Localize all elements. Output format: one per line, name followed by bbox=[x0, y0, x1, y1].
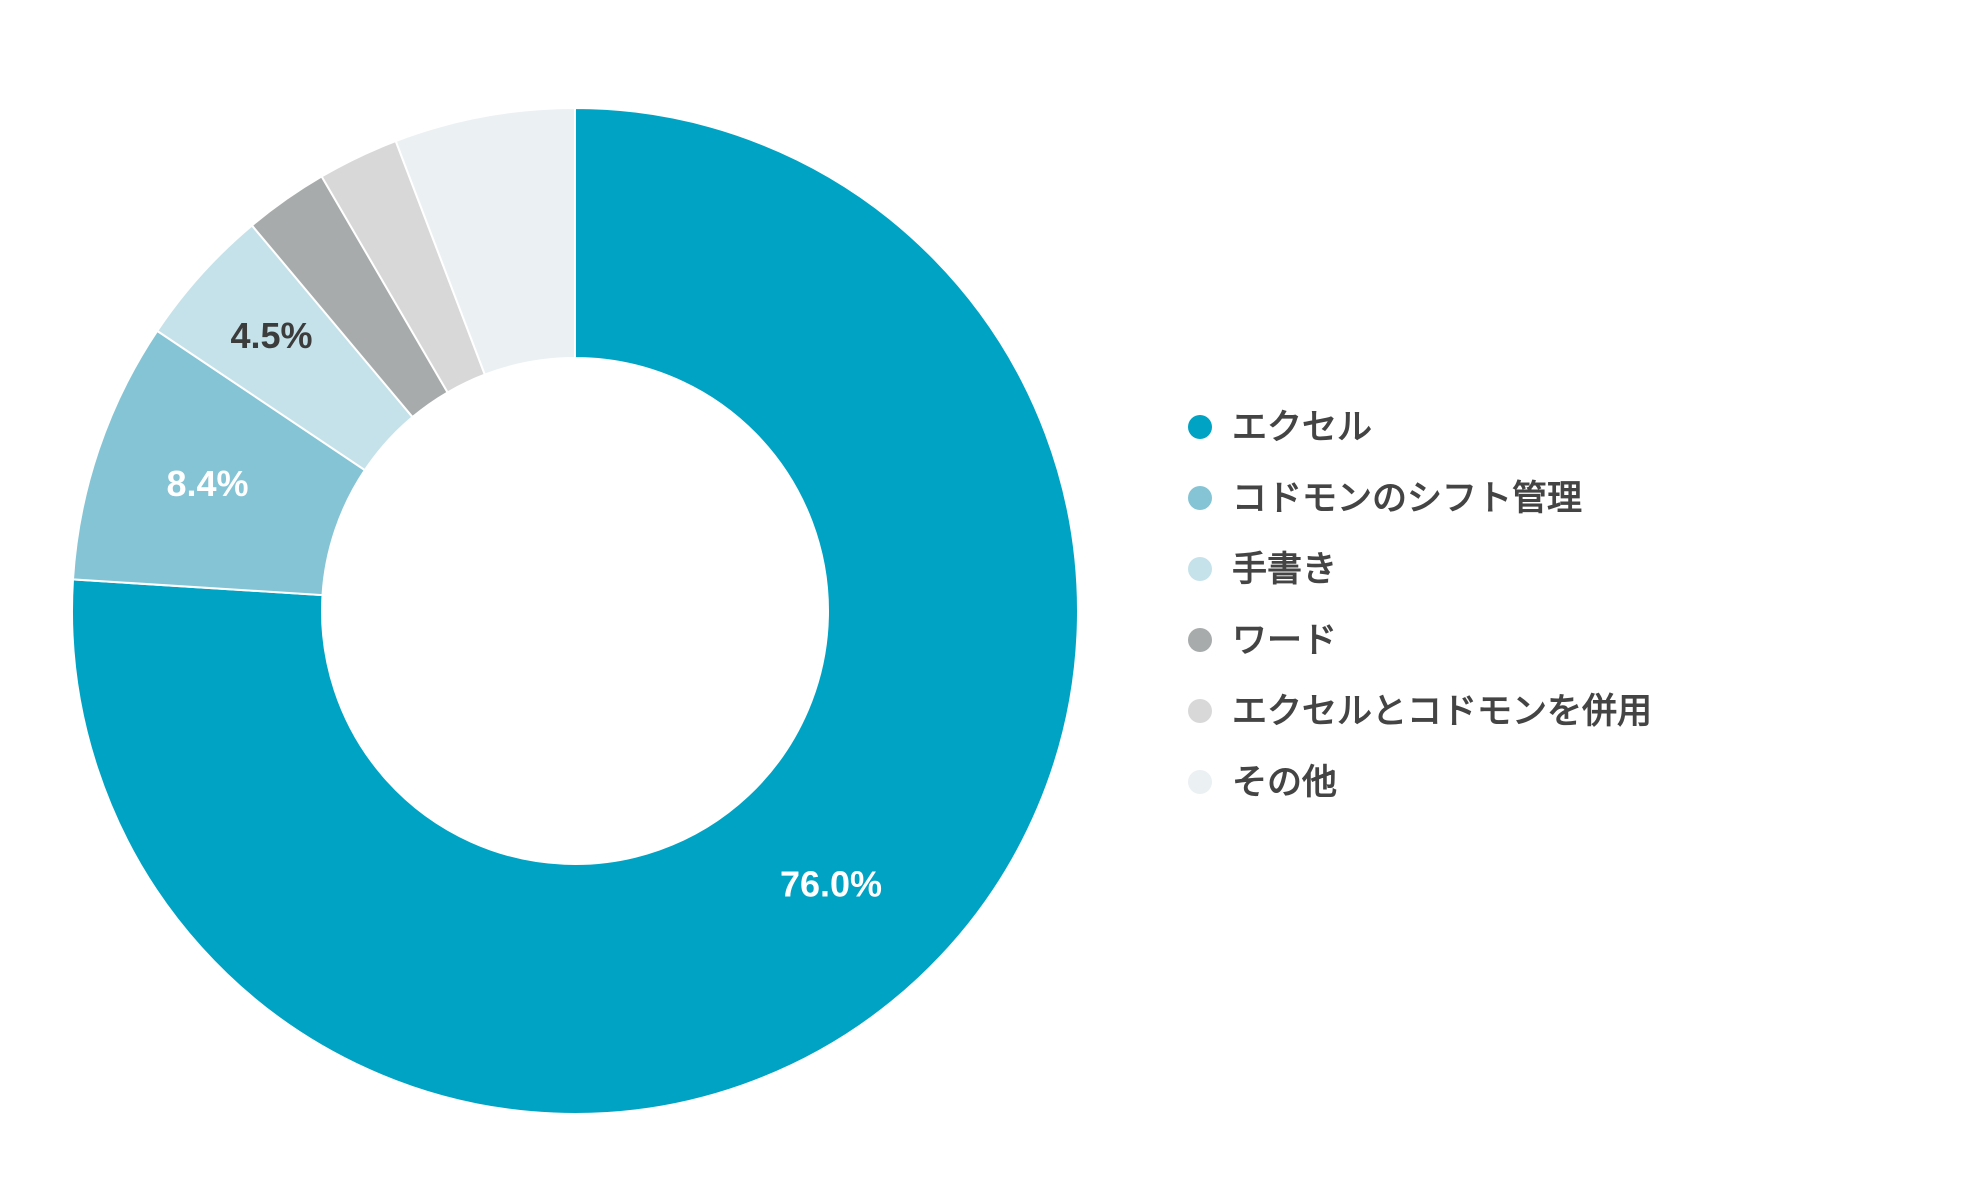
legend-label-4: ワード bbox=[1232, 621, 1337, 661]
legend-marker-1 bbox=[1188, 415, 1212, 439]
legend-label-3: 手書き bbox=[1232, 550, 1337, 590]
legend-marker-2 bbox=[1188, 486, 1212, 510]
legend-marker-3 bbox=[1188, 557, 1212, 581]
slices bbox=[71, 106, 1079, 1115]
legend-label-1: エクセル bbox=[1232, 408, 1372, 448]
legend-marker-6 bbox=[1188, 770, 1212, 794]
legend-marker-5 bbox=[1188, 699, 1212, 723]
data-label-2: 8.4% bbox=[166, 463, 248, 504]
slice-6[interactable] bbox=[394, 106, 576, 376]
legend-label-5: エクセルとコドモンを併用 bbox=[1232, 692, 1652, 732]
data-label-3: 4.5% bbox=[230, 315, 312, 356]
legend-marker-4 bbox=[1188, 628, 1212, 652]
data-label-1: 76.0% bbox=[780, 864, 882, 905]
legend-label-6: その他 bbox=[1232, 763, 1337, 803]
data-labels: 76.0% 8.4% 4.5% bbox=[166, 315, 882, 905]
legend-label-2: コドモンのシフト管理 bbox=[1232, 479, 1582, 519]
slice-1[interactable] bbox=[71, 106, 1079, 1115]
